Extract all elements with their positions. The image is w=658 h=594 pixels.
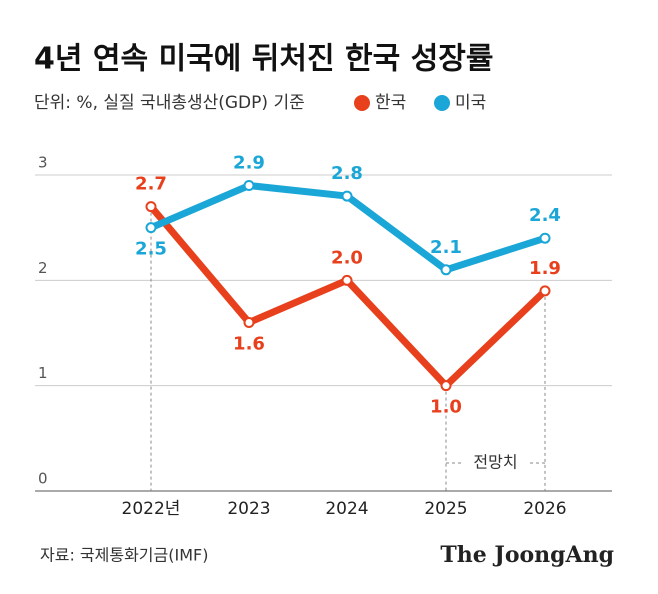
y-tick-label: 0 [38,470,48,488]
y-tick-label: 1 [38,364,48,382]
legend-label: 미국 [455,93,486,113]
y-tick-label: 3 [38,154,48,172]
point [539,232,551,244]
x-tick-label: 2026 [523,499,566,519]
value-label: 1.0 [430,397,462,418]
x-tick-label: 2024 [325,499,368,519]
y-tick-label: 2 [38,259,48,277]
value-label: 2.1 [430,237,462,258]
value-label: 2.9 [233,153,265,174]
point [243,180,255,192]
point [243,316,255,328]
chart-title: 4년 연속 미국에 뒤처진 한국 성장률 [34,42,494,77]
value-label: 2.4 [529,205,561,226]
point [440,264,452,276]
point [440,380,452,392]
chart-subtitle: 단위: %, 실질 국내총생산(GDP) 기준 [34,93,305,113]
x-tick-label: 2023 [227,499,270,519]
point [539,285,551,297]
value-label: 2.7 [135,174,167,195]
point [341,190,353,202]
legend-swatch [434,95,450,111]
legend-label: 한국 [375,93,406,113]
value-label: 2.8 [331,163,363,184]
forecast-bg [464,452,528,474]
value-label: 1.9 [529,258,561,279]
point [341,274,353,286]
series-line [148,204,548,390]
point [145,222,157,234]
value-label: 1.6 [233,333,265,354]
brand: The JoongAng [440,542,614,568]
x-tick-label: 2025 [424,499,467,519]
source: 자료: 국제통화기금(IMF) [40,546,208,565]
point [145,201,157,213]
value-label: 2.5 [135,239,167,260]
x-tick-label: 2022년 [122,499,181,519]
legend-swatch [354,95,370,111]
value-label: 2.0 [331,247,363,268]
annotation: 전망치 [473,453,517,472]
